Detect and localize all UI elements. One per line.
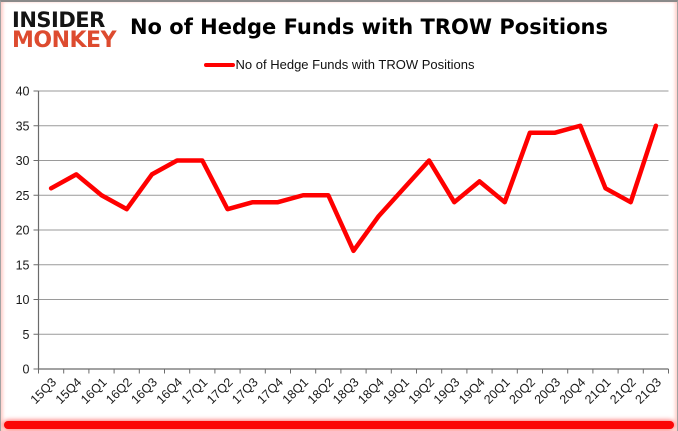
legend-label: No of Hedge Funds with TROW Positions: [235, 57, 475, 72]
x-axis-label: 18Q1: [280, 375, 312, 407]
x-axis-label: 16Q3: [128, 375, 160, 407]
x-axis-label: 15Q3: [28, 375, 60, 407]
bottom-accent-bar: [4, 421, 674, 429]
x-axis-label: 20Q3: [532, 375, 564, 407]
x-axis-label: 16Q1: [78, 375, 110, 407]
series-line: [48, 123, 659, 254]
x-axis-label: 18Q4: [355, 375, 387, 407]
legend: No of Hedge Funds with TROW Positions: [1, 57, 677, 72]
y-axis-label: 15: [16, 258, 30, 272]
x-axis-label: 19Q3: [431, 375, 463, 407]
y-axis-label: 20: [16, 224, 30, 238]
x-axis-label: 21Q1: [582, 375, 614, 407]
x-axis-label: 19Q2: [406, 375, 438, 407]
x-axis-label: 17Q4: [254, 375, 286, 407]
x-axis-label: 21Q2: [607, 375, 639, 407]
x-axis-label: 16Q2: [103, 375, 135, 407]
chart-title: No of Hedge Funds with TROW Positions: [129, 15, 609, 39]
y-axis-label: 0: [23, 363, 30, 377]
y-axis-label: 40: [16, 85, 30, 99]
x-axis-label: 20Q1: [481, 375, 513, 407]
logo-line-insider: INSIDER: [12, 8, 105, 32]
x-axis-label: 18Q3: [330, 375, 362, 407]
y-axis-label: 35: [16, 119, 30, 133]
x-axis-label: 17Q2: [204, 375, 236, 407]
legend-line-icon: [203, 62, 235, 67]
logo-line-monkey: MONKEY: [12, 27, 117, 53]
x-axis-label: 16Q4: [154, 375, 186, 407]
x-axis-label: 15Q4: [53, 375, 85, 407]
x-axis-label: 18Q2: [305, 375, 337, 407]
x-axis-label: 20Q4: [557, 375, 589, 407]
y-axis-label: 30: [16, 154, 30, 168]
x-axis-label: 19Q4: [456, 375, 488, 407]
x-axis-label: 19Q1: [380, 375, 412, 407]
y-axis-label: 25: [16, 189, 30, 203]
y-axis-label: 10: [16, 293, 30, 307]
x-axis-label: 17Q1: [179, 375, 211, 407]
insider-monkey-logo: INSIDER MONKEY: [12, 8, 117, 53]
x-axis-label: 17Q3: [229, 375, 261, 407]
y-axis-label: 5: [23, 328, 30, 342]
x-axis-label: 21Q3: [632, 375, 664, 407]
x-axis-label: 20Q2: [506, 375, 538, 407]
